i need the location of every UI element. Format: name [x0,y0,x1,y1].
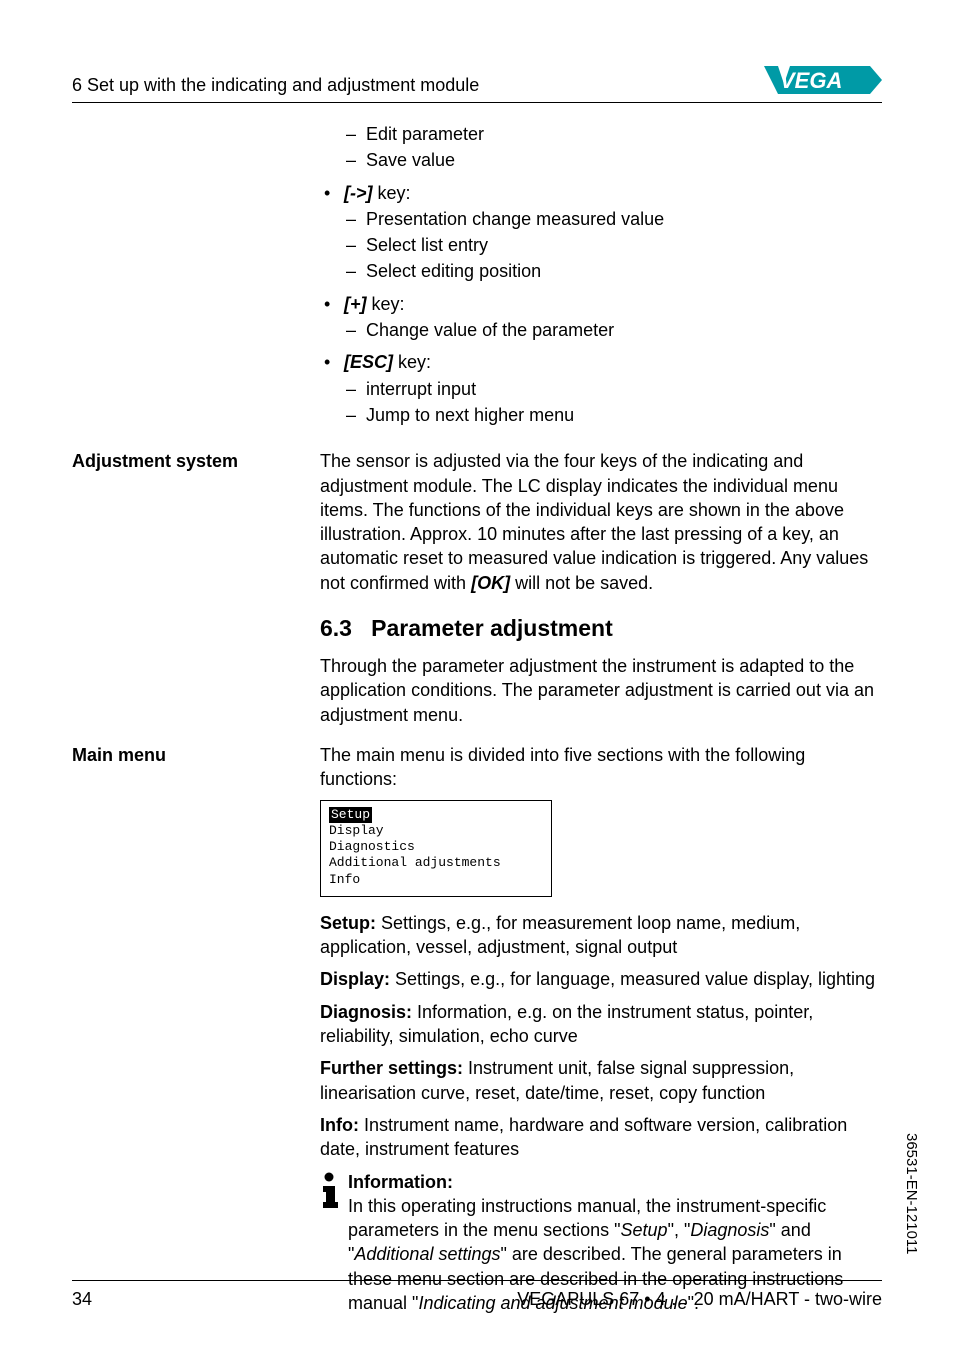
doc-code-vertical: 36531-EN-121011 [903,1133,920,1254]
block-display: Display: Settings, e.g., for language, m… [320,967,882,991]
sidebar-label-main-menu: Main menu [72,743,320,766]
list-item: Select editing position [344,259,882,283]
header-section-text: 6 Set up with the indicating and adjustm… [72,75,479,96]
menu-item: Info [329,872,360,887]
page-header: 6 Set up with the indicating and adjustm… [72,56,882,103]
block-diagnosis: Diagnosis: Information, e.g. on the inst… [320,1000,882,1049]
menu-item: Display [329,823,384,838]
menu-item: Additional adjustments [329,855,501,870]
vega-logo: VEGA [764,64,882,96]
list-item: Select list entry [344,233,882,257]
list-item: Edit parameter [344,122,882,146]
list-item: interrupt input [344,377,882,401]
adjustment-system-text: The sensor is adjusted via the four keys… [320,449,882,595]
list-item: Save value [344,148,882,172]
main-menu-intro: The main menu is divided into five secti… [320,743,882,792]
key-item-esc: [ESC] key: interrupt input Jump to next … [320,350,882,427]
section-heading-6-3: 6.3 Parameter adjustment [320,613,882,644]
page-footer: 34 VEGAPULS 67 • 4 … 20 mA/HART - two-wi… [72,1280,882,1310]
info-icon [320,1170,348,1212]
lcd-menu-box: Setup Display Diagnostics Additional adj… [320,800,552,897]
top-dash-list: Edit parameter Save value [344,122,882,173]
svg-text:VEGA: VEGA [780,68,842,93]
page-number: 34 [72,1289,92,1310]
list-item: Change value of the parameter [344,318,882,342]
section-6-3-intro: Through the parameter adjustment the ins… [320,654,882,727]
key-item-arrow: [->] key: Presentation change measured v… [320,181,882,284]
menu-item: Diagnostics [329,839,415,854]
sidebar-label-adjustment-system: Adjustment system [72,449,320,472]
block-further-settings: Further settings: Instrument unit, false… [320,1056,882,1105]
menu-item-selected: Setup [329,807,372,823]
footer-product: VEGAPULS 67 • 4 … 20 mA/HART - two-wire [517,1289,882,1310]
block-info: Info: Instrument name, hardware and soft… [320,1113,882,1162]
list-item: Jump to next higher menu [344,403,882,427]
key-item-plus: [+] key: Change value of the parameter [320,292,882,343]
block-setup: Setup: Settings, e.g., for measurement l… [320,911,882,960]
key-list: [->] key: Presentation change measured v… [320,181,882,428]
information-title: Information: [348,1170,882,1194]
list-item: Presentation change measured value [344,207,882,231]
